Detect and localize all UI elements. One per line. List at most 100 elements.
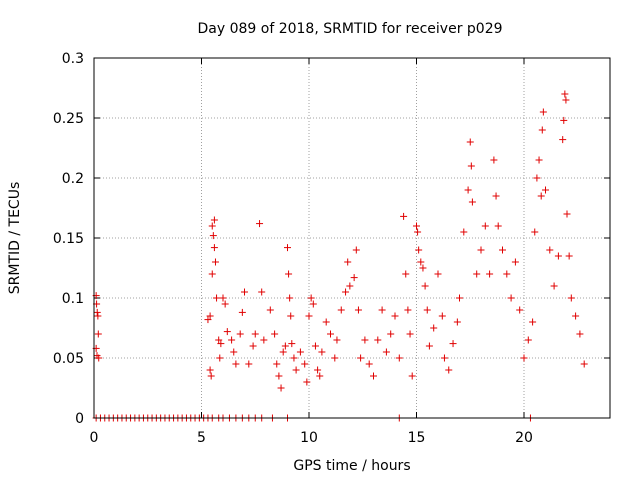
data-point <box>284 244 291 252</box>
data-point <box>216 354 224 362</box>
data-point <box>251 330 259 338</box>
data-point <box>211 258 219 266</box>
data-point <box>357 354 365 362</box>
data-point <box>490 156 498 164</box>
data-point <box>271 330 279 338</box>
x-tick-label: 15 <box>408 430 426 446</box>
y-tick-label: 0.05 <box>53 351 84 367</box>
data-point <box>473 270 481 278</box>
x-axis-label: GPS time / hours <box>293 458 410 474</box>
x-tick-label: 5 <box>197 430 206 446</box>
data-point <box>400 212 408 220</box>
data-point <box>370 372 377 380</box>
data-points <box>92 90 588 422</box>
data-point <box>382 348 390 356</box>
data-point <box>209 232 217 240</box>
data-point <box>468 198 476 206</box>
data-point <box>560 116 568 124</box>
data-point <box>350 274 358 282</box>
data-point <box>277 384 285 392</box>
data-point <box>365 360 373 368</box>
data-point <box>337 306 345 314</box>
data-point <box>331 354 339 362</box>
y-tick-label: 0.15 <box>53 231 84 247</box>
data-point <box>303 378 311 386</box>
data-point <box>529 318 537 326</box>
data-point <box>542 186 549 194</box>
data-point <box>434 270 442 278</box>
data-point <box>333 336 341 344</box>
data-point <box>287 312 295 320</box>
plot-frame <box>93 57 611 419</box>
data-point <box>531 228 539 236</box>
data-point <box>346 282 354 290</box>
data-point <box>318 348 326 356</box>
data-point <box>223 328 231 336</box>
data-point <box>425 342 433 350</box>
data-point <box>206 366 214 374</box>
data-point <box>511 258 519 266</box>
data-point <box>492 192 500 200</box>
data-point <box>208 222 216 230</box>
y-tick-label: 0.2 <box>62 171 84 187</box>
data-point <box>213 294 221 302</box>
data-point <box>445 366 453 374</box>
data-point <box>395 354 403 362</box>
data-point <box>206 312 214 320</box>
data-point <box>467 162 475 170</box>
data-point <box>354 306 362 314</box>
data-point <box>208 270 216 278</box>
data-point <box>503 270 511 278</box>
data-point <box>537 192 545 200</box>
data-point <box>567 294 575 302</box>
data-point <box>546 246 554 254</box>
data-point <box>460 228 468 236</box>
data-point <box>230 348 238 356</box>
data-point <box>417 258 425 266</box>
data-point <box>580 360 588 368</box>
data-point <box>273 360 281 368</box>
data-point <box>311 342 319 350</box>
data-point <box>535 156 543 164</box>
x-tick-label: 20 <box>515 430 533 446</box>
data-point <box>562 96 570 104</box>
chart-title: Day 089 of 2018, SRMTID for receiver p02… <box>197 21 502 37</box>
data-point <box>449 340 457 348</box>
data-point <box>221 300 229 308</box>
data-point <box>374 336 382 344</box>
data-point <box>415 246 423 254</box>
data-point <box>520 354 528 362</box>
data-point <box>507 294 515 302</box>
data-point <box>290 354 298 362</box>
data-point <box>430 324 438 332</box>
data-point <box>258 288 266 296</box>
data-point <box>438 312 446 320</box>
data-point <box>281 342 289 350</box>
x-axis-ticks: 0 5 10 15 20 <box>90 58 533 446</box>
data-point <box>533 174 541 182</box>
y-tick-label: 0.3 <box>62 51 84 67</box>
data-point <box>316 372 324 380</box>
data-point <box>499 246 506 254</box>
data-point <box>402 270 410 278</box>
data-point <box>245 360 253 368</box>
data-point <box>219 294 227 302</box>
data-point <box>494 222 502 230</box>
x-tick-label: 0 <box>90 430 99 446</box>
data-point <box>288 340 296 348</box>
data-point <box>236 330 244 338</box>
data-point <box>538 126 546 134</box>
data-point <box>207 372 215 380</box>
data-point <box>387 330 395 338</box>
data-point <box>559 136 567 144</box>
data-point <box>481 222 489 230</box>
data-point <box>572 312 580 320</box>
data-point <box>413 222 420 230</box>
data-point <box>406 330 414 338</box>
data-point <box>292 366 300 374</box>
data-point <box>286 294 294 302</box>
data-point <box>228 336 236 344</box>
y-tick-label: 0.1 <box>62 291 84 307</box>
data-point <box>361 336 369 344</box>
data-point <box>414 228 422 236</box>
